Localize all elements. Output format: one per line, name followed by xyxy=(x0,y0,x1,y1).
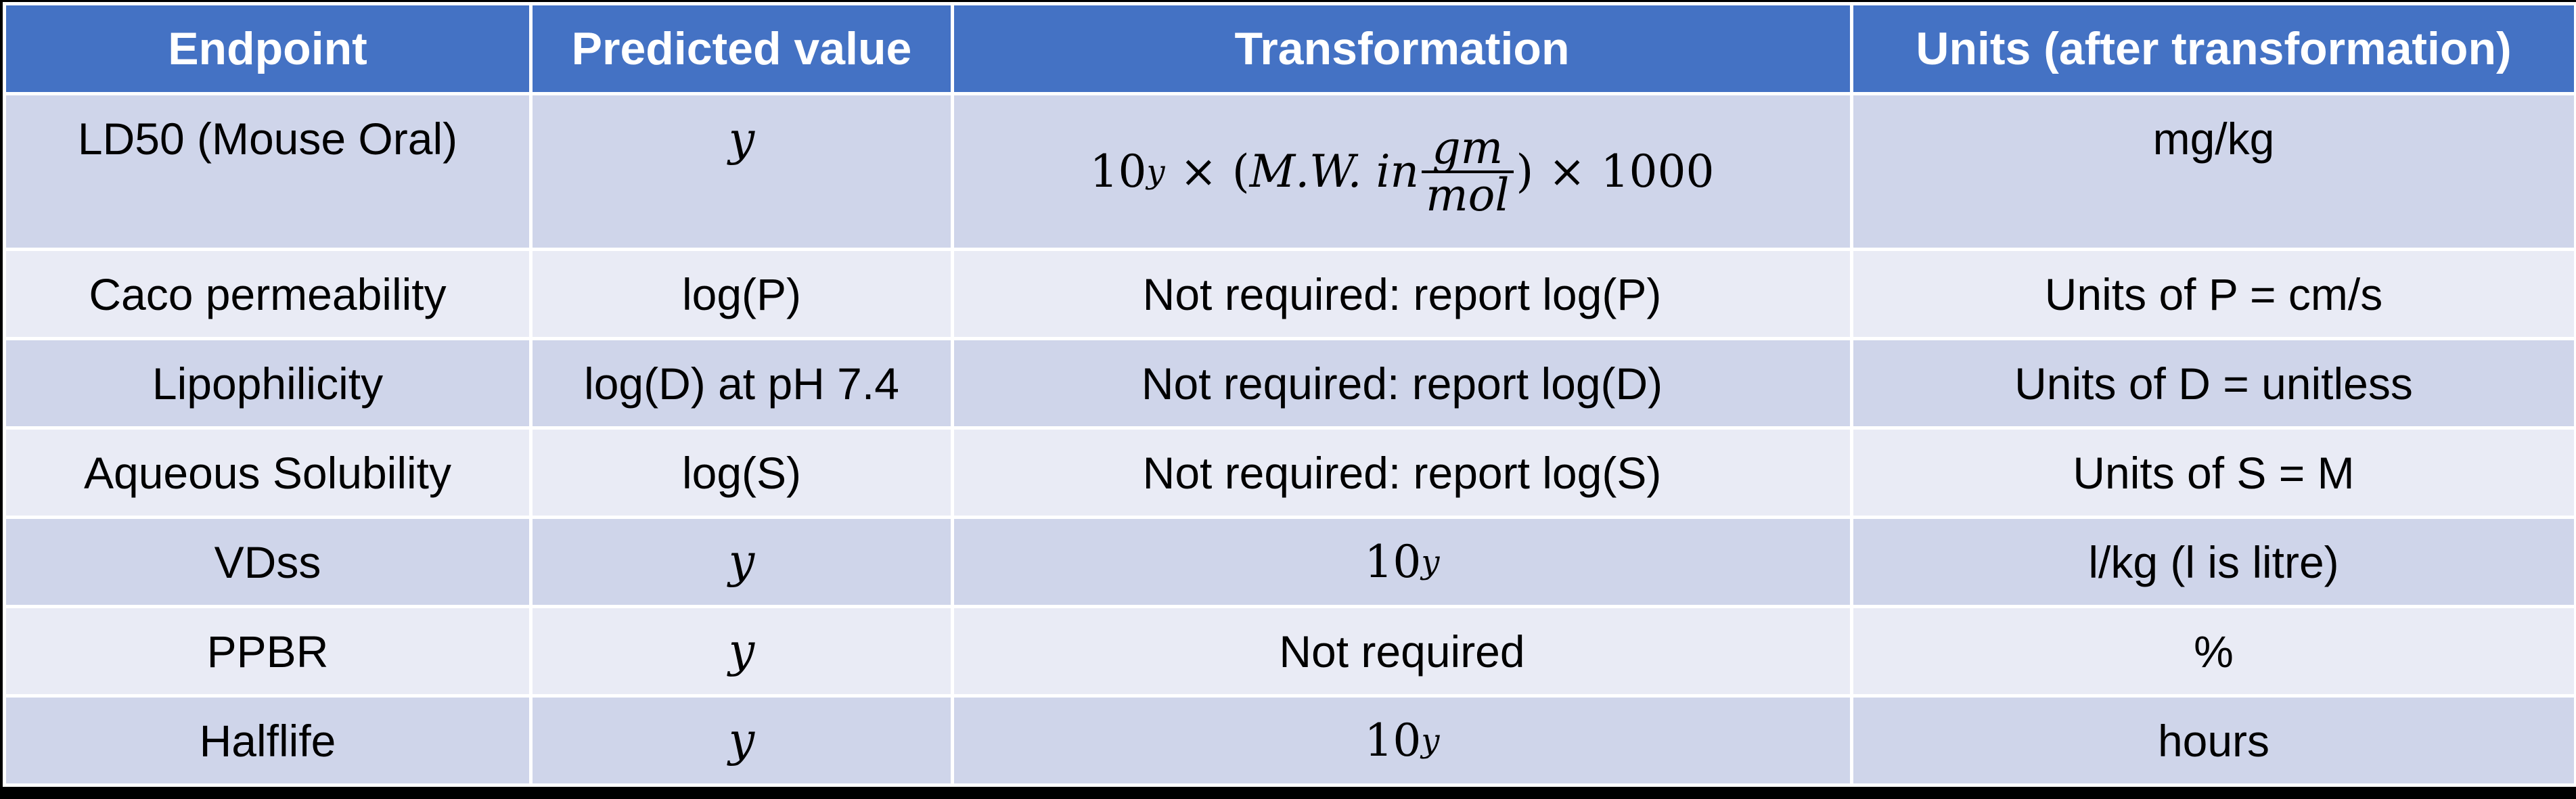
table-header-row: Endpoint Predicted value Transformation … xyxy=(3,2,2576,95)
cell-endpoint: Lipophilicity xyxy=(3,337,533,430)
formula-close-paren: ) xyxy=(1516,145,1534,198)
cell-units: Units of P = cm/s xyxy=(1850,248,2576,340)
table-row: Caco permeability log(P) Not required: r… xyxy=(3,248,2576,340)
header-endpoint: Endpoint xyxy=(3,2,533,95)
cell-predicted: y xyxy=(529,516,954,608)
table-row: VDss y 10 y l/kg (l is litre) xyxy=(3,516,2576,608)
power-formula: 10 y xyxy=(1364,714,1439,767)
cell-units: mg/kg xyxy=(1850,92,2576,251)
formula-open-paren: ( xyxy=(1231,145,1250,198)
ld50-formula: 10 y × (M.W. in gm mol ) × 1000 xyxy=(1089,121,1715,218)
formula-factor: 1000 xyxy=(1600,145,1715,198)
cell-units: hours xyxy=(1850,694,2576,787)
cell-endpoint: Halflife xyxy=(3,694,533,787)
formula-mw: M.W. in xyxy=(1249,145,1420,198)
endpoint-table-container: Endpoint Predicted value Transformation … xyxy=(3,2,2576,787)
cell-units: l/kg (l is litre) xyxy=(1850,516,2576,608)
fraction-numerator: gm xyxy=(1432,121,1504,174)
cell-units: Units of S = M xyxy=(1850,426,2576,519)
cell-predicted: y xyxy=(529,92,954,251)
math-y: y xyxy=(728,535,755,589)
power-formula: 10 y xyxy=(1364,536,1439,588)
cell-endpoint: Aqueous Solubility xyxy=(3,426,533,519)
table-row: Halflife y 10 y hours xyxy=(3,694,2576,787)
cell-transformation: 10 y xyxy=(951,516,1853,608)
endpoint-table: Endpoint Predicted value Transformation … xyxy=(3,2,2576,787)
cell-predicted: y xyxy=(529,694,954,787)
formula-times-1: × xyxy=(1179,145,1217,198)
cell-endpoint: Caco permeability xyxy=(3,248,533,340)
formula-exponent: y xyxy=(1146,152,1165,191)
cell-endpoint: VDss xyxy=(3,516,533,608)
cell-endpoint: LD50 (Mouse Oral) xyxy=(3,92,533,251)
formula-times-2: × xyxy=(1548,145,1586,198)
formula-base: 10 xyxy=(1364,714,1422,767)
formula-exponent: y xyxy=(1421,721,1440,760)
cell-predicted: y xyxy=(529,605,954,698)
table-row: LD50 (Mouse Oral) y 10 y × (M.W. in gm mo… xyxy=(3,92,2576,251)
cell-predicted: log(P) xyxy=(529,248,954,340)
math-y: y xyxy=(728,113,755,166)
table-row: Lipophilicity log(D) at pH 7.4 Not requi… xyxy=(3,337,2576,430)
math-y: y xyxy=(728,714,755,767)
cell-endpoint: PPBR xyxy=(3,605,533,698)
cell-transformation: Not required: report log(P) xyxy=(951,248,1853,340)
table-row: PPBR y Not required % xyxy=(3,605,2576,698)
cell-transformation: Not required: report log(S) xyxy=(951,426,1853,519)
header-predicted-value: Predicted value xyxy=(529,2,954,95)
formula-base: 10 xyxy=(1364,536,1422,588)
header-units: Units (after transformation) xyxy=(1850,2,2576,95)
cell-transformation: 10 y xyxy=(951,694,1853,787)
header-transformation: Transformation xyxy=(951,2,1853,95)
cell-transformation: Not required: report log(D) xyxy=(951,337,1853,430)
cell-predicted: log(S) xyxy=(529,426,954,519)
math-y: y xyxy=(728,624,755,678)
fraction-denominator: mol xyxy=(1422,170,1514,218)
cell-transformation: Not required xyxy=(951,605,1853,698)
table-row: Aqueous Solubility log(S) Not required: … xyxy=(3,426,2576,519)
cell-units: % xyxy=(1850,605,2576,698)
cell-predicted: log(D) at pH 7.4 xyxy=(529,337,954,430)
formula-base: 10 xyxy=(1089,145,1147,198)
formula-fraction: gm mol xyxy=(1422,121,1514,218)
cell-units: Units of D = unitless xyxy=(1850,337,2576,430)
formula-exponent: y xyxy=(1421,543,1440,581)
cell-transformation: 10 y × (M.W. in gm mol ) × 1000 xyxy=(951,92,1853,251)
